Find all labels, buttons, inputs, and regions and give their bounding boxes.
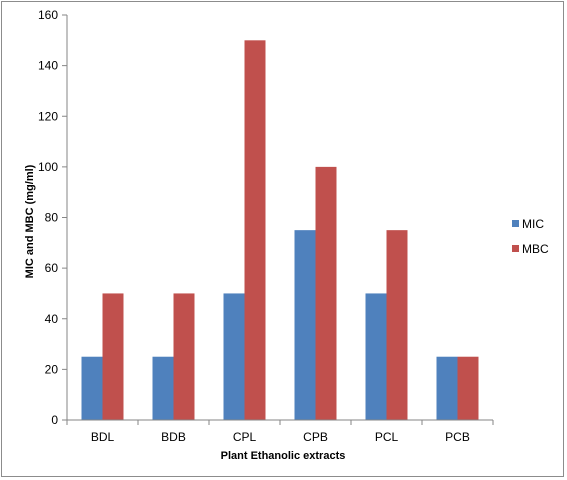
bars [81,40,479,420]
x-tick-label: PCL [375,430,399,444]
y-tick-label: 80 [45,211,59,225]
legend: MIC MBC [512,217,549,256]
bar-mic-bdl [81,356,103,420]
bar-mbc-cpb [315,166,337,420]
legend-label-mic: MIC [522,217,544,231]
y-tick-label: 160 [38,8,58,22]
y-axis-ticks: 0 20 40 60 80 100 120 140 160 [38,8,67,427]
bar-mic-cpb [294,230,316,420]
bar-mic-pcl [365,293,387,420]
y-axis-title: MIC and MBC (mg/ml) [24,164,36,278]
legend-swatch-mic [512,220,519,227]
legend-swatch-mbc [512,245,519,252]
bar-mbc-bdb [173,293,195,420]
x-tick-label: BDL [91,430,115,444]
bar-mbc-pcb [457,356,479,420]
y-tick-label: 0 [51,413,58,427]
x-tick-label: CPL [233,430,257,444]
x-axis-ticks: BDL BDB CPL CPB PCL PCB [66,420,494,444]
y-tick-label: 40 [45,312,59,326]
bar-mic-bdb [152,356,174,420]
y-tick-label: 60 [45,261,59,275]
bar-mic-cpl [223,293,245,420]
legend-label-mbc: MBC [522,242,549,256]
y-tick-label: 120 [38,109,58,123]
x-tick-label: BDB [161,430,186,444]
bar-mbc-pcl [386,230,408,420]
y-tick-label: 20 [45,362,59,376]
x-tick-label: PCB [445,430,470,444]
bar-mbc-bdl [102,293,124,420]
bar-mic-pcb [436,356,458,420]
y-tick-label: 140 [38,59,58,73]
y-tick-label: 100 [38,160,58,174]
bar-mbc-cpl [244,40,266,420]
x-tick-label: CPB [303,430,328,444]
x-axis-title: Plant Ethanolic extracts [221,450,346,462]
